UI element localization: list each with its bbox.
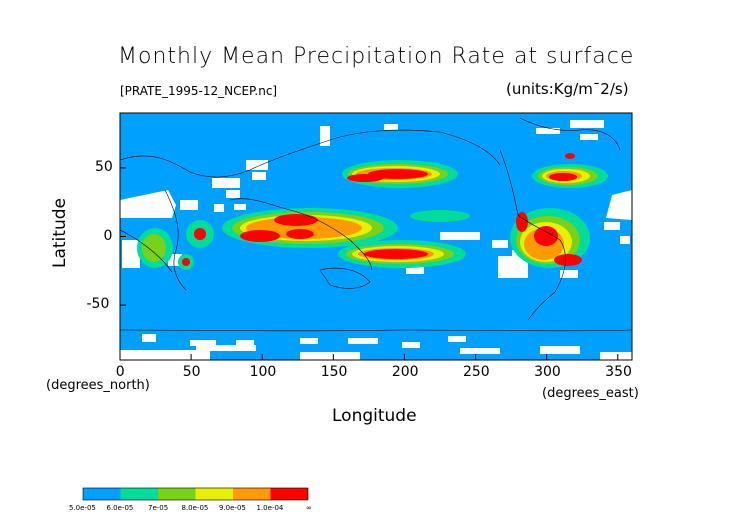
x-tick-label: 200 [391, 364, 419, 380]
x-tick-label: 250 [462, 364, 490, 380]
colorbar-frame [82, 487, 309, 501]
colorbar [82, 487, 309, 501]
y-tick-label: 50 [95, 158, 113, 175]
file-label: [PRATE_1995-12_NCEP.nc] [120, 84, 278, 98]
axis-tick-marks [119, 167, 619, 360]
coastlines [119, 117, 633, 332]
colorbar-swatch [120, 488, 158, 500]
colorbar-label: 5.0e-05 [69, 504, 96, 512]
colorbar-label: ∞ [306, 504, 312, 512]
y-tick-label: 0 [103, 227, 113, 244]
colorbar-swatch [158, 488, 196, 500]
colorbar-label: 7e-05 [148, 504, 169, 512]
x-tick-label: 0 [115, 364, 125, 380]
x-tick-label: 150 [320, 364, 348, 380]
missing-data-patches [120, 120, 632, 360]
colorbar-swatch [270, 488, 308, 500]
colorbar-swatch [195, 488, 233, 500]
x-tick-label: 350 [605, 364, 632, 380]
y-axis-label: Latitude [50, 198, 70, 268]
colorbar-swatch [233, 488, 271, 500]
colorbar-label: 8.0e-05 [181, 504, 209, 512]
map-title: Monthly Mean Precipitation Rate at surfa… [118, 44, 635, 69]
colorbar-label: 6.0e-05 [106, 504, 134, 512]
colorbar-label: 9.0e-05 [219, 504, 246, 512]
x-units-label: (degrees_east) [542, 386, 639, 401]
precip-red [182, 153, 582, 266]
x-tick-label: 300 [534, 364, 561, 380]
x-axis-label: Longitude [332, 406, 417, 426]
colorbar-swatch [83, 488, 121, 500]
colorbar-label: 1.0e-04 [256, 504, 284, 512]
x-tick-label: 50 [182, 364, 201, 380]
y-tick-label: -50 [86, 296, 110, 313]
map-plot [119, 112, 633, 361]
x-tick-label: 100 [249, 364, 277, 380]
units-label: (units:Kg/m¯2/s) [506, 80, 629, 98]
y-units-label: (degrees_north) [46, 378, 150, 393]
